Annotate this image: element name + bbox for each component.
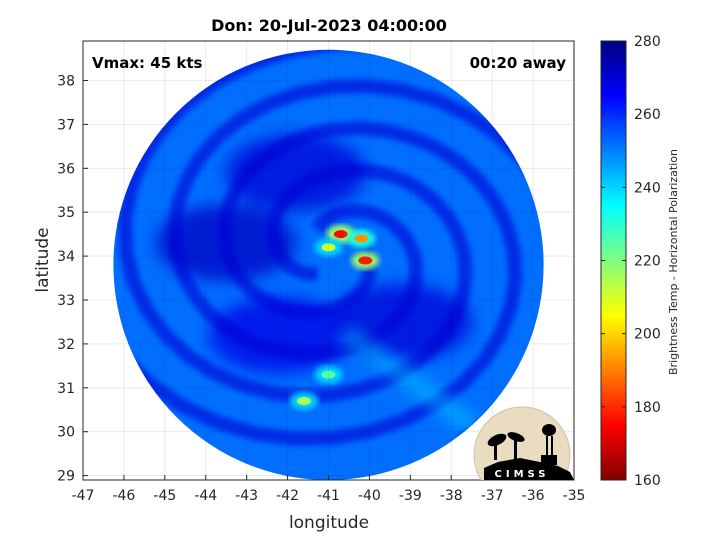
colorbar-tick-label: 260	[634, 107, 661, 123]
colorbar	[600, 40, 627, 481]
x-axis-label: longitude	[289, 513, 369, 533]
x-tick-label: -37	[481, 488, 504, 504]
x-tick-label: -41	[317, 488, 340, 504]
spiral-band	[118, 49, 473, 404]
x-tick-label: -46	[112, 488, 135, 504]
y-tick-label: 30	[57, 425, 75, 441]
cold-feature	[351, 251, 380, 270]
y-tick-label: 29	[57, 469, 75, 485]
y-tick-label: 36	[57, 161, 75, 177]
x-tick-label: -42	[276, 488, 299, 504]
y-tick-label: 38	[57, 74, 75, 90]
x-tick-label: -47	[72, 488, 95, 504]
y-ticks: 29 30 31 32 33 34 35 36 37 38	[57, 74, 88, 485]
chart-title: Don: 20-Jul-2023 04:00:00	[211, 16, 447, 35]
y-tick-label: 31	[57, 381, 75, 397]
time-away-annotation: 00:20 away	[470, 54, 567, 72]
swath-layer	[113, 49, 544, 480]
x-tick-label: -38	[440, 488, 463, 504]
x-tick-label: -39	[399, 488, 422, 504]
colorbar-tick-label: 200	[634, 327, 661, 343]
colorbar-label: Brightness Temp - Horizontal Polarizatio…	[667, 149, 680, 375]
cimss-logo: CIMSS	[473, 406, 574, 480]
y-tick-label: 33	[57, 293, 75, 309]
y-tick-label: 35	[57, 205, 75, 221]
cold-feature	[314, 238, 343, 257]
y-tick-label: 37	[57, 117, 75, 133]
y-tick-label: 34	[57, 249, 75, 265]
cold-feature	[314, 365, 343, 384]
colorbar-tick-label: 280	[634, 34, 661, 50]
colorbar-tick-label: 160	[634, 473, 661, 489]
x-tick-label: -43	[235, 488, 258, 504]
svg-text:CIMSS: CIMSS	[495, 469, 550, 480]
cold-feature	[289, 391, 318, 410]
x-ticks: -47 -46 -45 -44 -43 -42 -41 -40 -39 -38 -37 -36 -35	[72, 475, 586, 504]
colorbar-ticks: 160 180 200 220 240 260 280	[601, 34, 661, 489]
y-axis-label: latitude	[33, 227, 53, 292]
x-tick-label: -45	[153, 488, 176, 504]
x-tick-label: -36	[522, 488, 545, 504]
x-tick-label: -44	[194, 488, 217, 504]
cold-feature	[347, 229, 376, 248]
colorbar-tick-label: 180	[634, 400, 661, 416]
x-tick-label: -40	[358, 488, 381, 504]
x-tick-label: -35	[563, 488, 586, 504]
colorbar-tick-label: 220	[634, 254, 661, 270]
spiral-band	[113, 121, 523, 446]
colorbar-tick-label: 240	[634, 180, 661, 196]
vmax-annotation: Vmax: 45 kts	[92, 54, 202, 72]
y-tick-label: 32	[57, 337, 75, 353]
